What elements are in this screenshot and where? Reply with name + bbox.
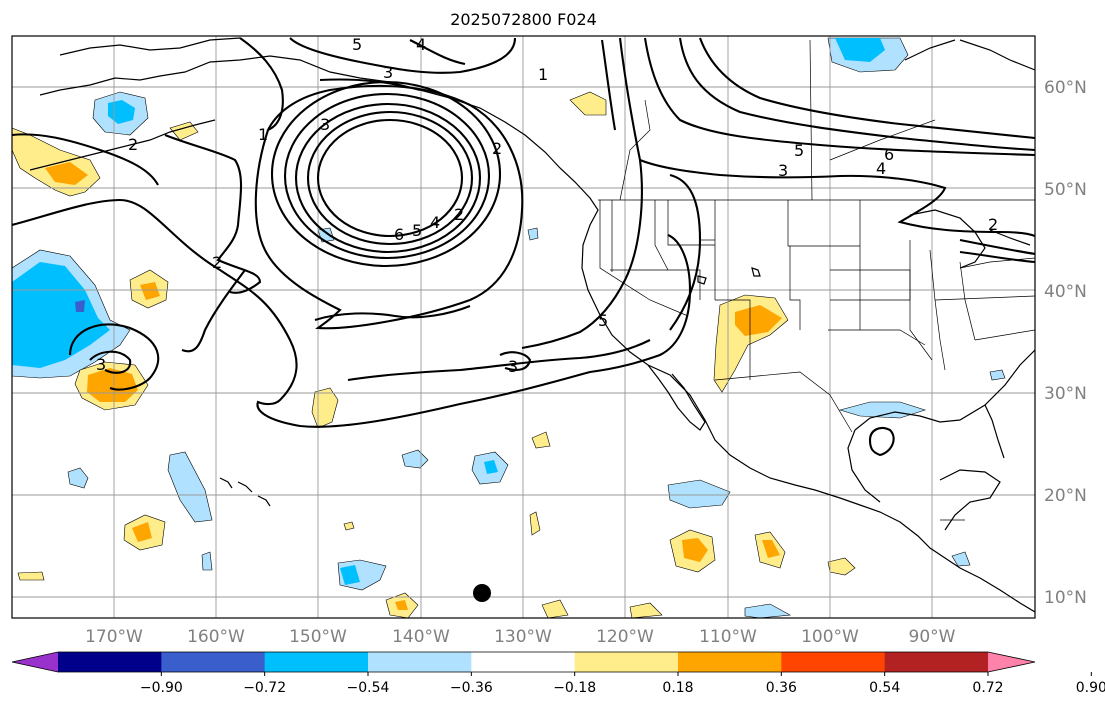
contour-label: 4 [876, 159, 886, 178]
lon-label: 90°W [909, 627, 956, 647]
contour-label: 4 [416, 35, 426, 54]
contour-label: 5 [598, 311, 608, 330]
lat-label: 10°N [1044, 588, 1087, 608]
coastlines [29, 37, 1035, 613]
colorbar-box [678, 652, 782, 672]
shaded-anomaly-fields [12, 37, 1006, 618]
colorbar-box [58, 652, 162, 672]
lon-label: 170°W [85, 627, 143, 647]
colorbar-tick-label: −0.18 [553, 680, 596, 696]
contour-labels: 5 4 3 1 2 3 6 5 4 2 2 3 5 3 5 6 3 4 2 2 … [96, 35, 998, 376]
contour-label: 1 [538, 65, 548, 84]
contour-label: 2 [492, 139, 502, 158]
colorbar-box [884, 652, 989, 672]
colorbar-outline [11, 651, 1036, 673]
lon-label: 160°W [187, 627, 245, 647]
contour-label: 5 [794, 141, 804, 160]
lon-label: 110°W [699, 627, 757, 647]
lat-label: 50°N [1044, 180, 1087, 200]
colorbar-tick-label: 0.36 [766, 680, 797, 696]
contour-label: 4 [430, 213, 440, 232]
lat-label: 60°N [1044, 78, 1087, 98]
colorbar-tick-label: −0.36 [450, 680, 493, 696]
colorbar [11, 651, 1036, 673]
colorbar-tick-label: −0.90 [140, 680, 183, 696]
colorbar-ticks: −0.90 −0.72 −0.54 −0.36 −0.18 0.18 0.36 0.54 0.7… [140, 672, 1105, 696]
lat-label: 20°N [1044, 486, 1087, 506]
colorbar-box [574, 652, 679, 672]
contour-label: 5 [412, 221, 422, 240]
colorbar-box [781, 652, 886, 672]
longitude-labels: 170°W 160°W 150°W 140°W 130°W 120°W 110°… [85, 627, 956, 647]
contour-label: 3 [508, 357, 518, 376]
contour-lines [12, 37, 1035, 457]
black-dot-icon [473, 584, 491, 602]
contour-label: 3 [96, 355, 106, 374]
contour-label: 2 [212, 253, 222, 272]
lon-label: 120°W [596, 627, 654, 647]
colorbar-box [368, 652, 472, 672]
contour-label: 3 [778, 161, 788, 180]
colorbar-extend-max [988, 652, 1035, 672]
contour-label: 3 [383, 63, 393, 82]
latitude-labels: 60°N 50°N 40°N 30°N 20°N 10°N [1044, 78, 1087, 608]
colorbar-tick-label: −0.54 [347, 680, 390, 696]
map-frame [11, 35, 1036, 619]
contour-label: 3 [320, 115, 330, 134]
contour-label: 2 [454, 205, 464, 224]
lon-label: 140°W [392, 627, 450, 647]
colorbar-tick-label: 0.72 [972, 680, 1003, 696]
contour-label: 1 [258, 125, 268, 144]
lon-label: 130°W [494, 627, 552, 647]
colorbar-tick-label: 0.54 [869, 680, 900, 696]
contour-label: 6 [884, 145, 894, 164]
colorbar-extend-min [12, 652, 58, 672]
colorbar-box [161, 652, 266, 672]
colorbar-tick-label: 0.18 [662, 680, 693, 696]
contour-label: 5 [352, 35, 362, 54]
contour-label: 6 [394, 225, 404, 244]
map-title: 2025072800 F024 [450, 10, 597, 29]
lon-label: 150°W [289, 627, 347, 647]
colorbar-tick-label: −0.72 [243, 680, 286, 696]
colorbar-box [471, 652, 576, 672]
lon-label: 100°W [801, 627, 859, 647]
map-area[interactable] [12, 36, 1035, 618]
lat-label: 30°N [1044, 384, 1087, 404]
contour-label: 2 [128, 135, 138, 154]
lat-label: 40°N [1044, 282, 1087, 302]
colorbar-tick-label: 0.90 [1076, 680, 1105, 696]
contour-label: 2 [988, 215, 998, 234]
colorbar-box [264, 652, 369, 672]
